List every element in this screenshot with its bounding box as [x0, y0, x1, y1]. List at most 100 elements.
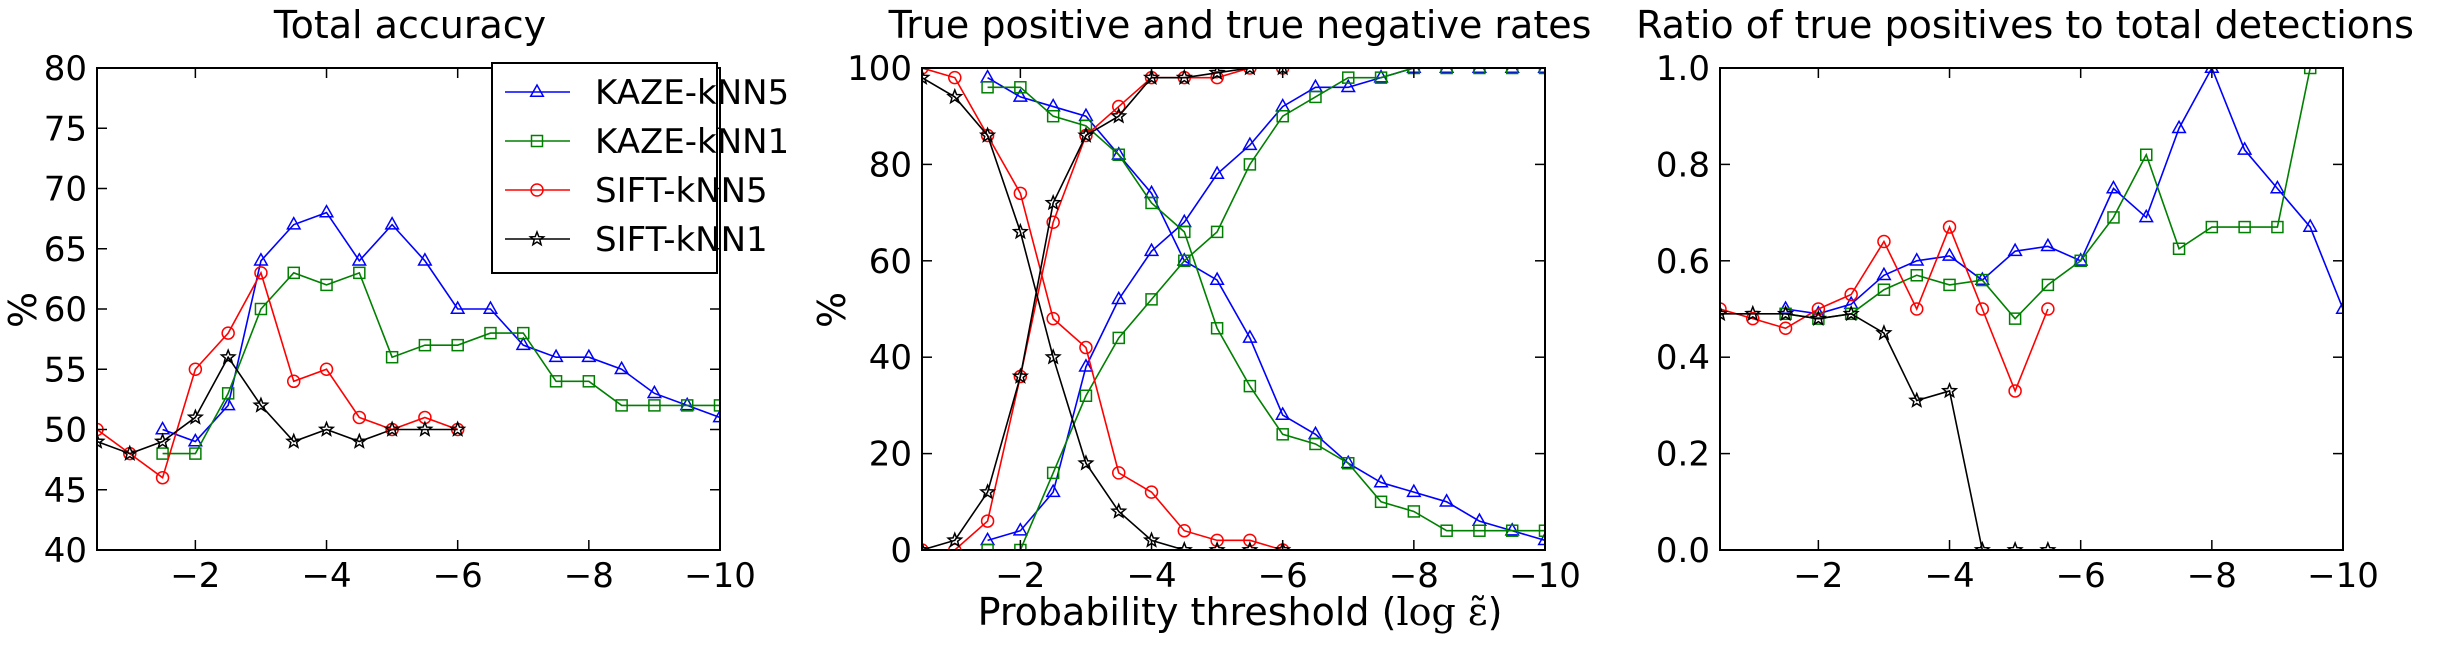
- legend-marker-sift-knn5: [530, 183, 544, 197]
- data-point-sift-knn5-true-negative: [1177, 523, 1192, 538]
- data-point-kaze-knn1: [2140, 148, 2153, 162]
- data-point-sift-knn1: [1720, 304, 1729, 322]
- data-point-kaze-knn1-true-negative: [1440, 524, 1453, 537]
- x-tick-label: −10: [2307, 556, 2379, 596]
- panel-ratio-true-positives: −2 −4 −6 −8 −10 0.0 0.2 0.4 0.6 0.8 1.0: [1656, 49, 2379, 596]
- data-point-sift-knn5-true-positive: [1111, 99, 1126, 114]
- data-point-kaze-knn1: [1943, 278, 1956, 292]
- data-point-sift-knn5: [155, 470, 170, 485]
- data-point-kaze-knn1-true-negative: [1309, 437, 1322, 451]
- data-point-kaze-knn1-true-positive: [1374, 71, 1388, 84]
- series-line-kaze-knn5-true-negative: [987, 76, 1545, 542]
- data-point-kaze-knn5: [2007, 242, 2023, 257]
- data-point-kaze-knn1-true-negative: [1407, 505, 1421, 518]
- data-point-kaze-knn5-true-positive: [1504, 68, 1520, 73]
- data-point-kaze-knn5: [253, 252, 269, 266]
- data-point-kaze-knn5: [2073, 252, 2089, 266]
- y-tick-label: 20: [869, 435, 912, 475]
- legend-label-sift-knn1: SIFT-kNN1: [595, 220, 768, 260]
- data-point-kaze-knn5-true-positive: [1143, 242, 1160, 257]
- x-tick-label: −6: [1258, 556, 1308, 596]
- data-point-kaze-knn5-true-negative: [1373, 473, 1389, 488]
- data-point-sift-knn1-true-negative: [922, 68, 931, 85]
- y-tick-label: 0.0: [1656, 531, 1710, 571]
- data-point-sift-knn5-true-positive: [1210, 70, 1224, 85]
- y-tick-label: 50: [44, 411, 87, 451]
- panel-1-title: Total accuracy: [273, 3, 546, 47]
- data-point-kaze-knn1: [2008, 312, 2022, 325]
- data-point-kaze-knn1-true-negative: [981, 81, 994, 94]
- data-point-kaze-knn5: [1941, 247, 1958, 261]
- data-point-sift-knn5: [352, 410, 367, 425]
- data-point-kaze-knn5: [1974, 271, 1990, 286]
- data-point-sift-knn1-true-negative: [946, 87, 964, 105]
- data-point-sift-knn1-true-positive: [978, 483, 997, 500]
- data-point-sift-knn1: [1842, 304, 1860, 322]
- data-point-sift-knn5: [1746, 311, 1760, 326]
- data-point-sift-knn1-true-positive: [1077, 126, 1095, 143]
- data-point-kaze-knn5: [2138, 208, 2154, 223]
- x-tick-label: −4: [301, 556, 351, 596]
- data-point-kaze-knn5: [318, 204, 335, 218]
- data-point-sift-knn1-true-positive: [922, 540, 931, 550]
- data-point-kaze-knn1: [287, 266, 300, 280]
- data-point-kaze-knn5-true-positive: [1012, 522, 1028, 536]
- data-point-kaze-knn5: [2040, 237, 2056, 252]
- series-line-sift-knn1: [1720, 312, 2048, 550]
- data-point-sift-knn5-true-negative: [1111, 466, 1126, 480]
- data-point-kaze-knn5: [154, 420, 171, 435]
- data-point-kaze-knn1-true-negative: [1538, 524, 1545, 537]
- data-point-kaze-knn5-true-negative: [1307, 425, 1324, 440]
- data-point-sift-knn5: [2041, 302, 2055, 316]
- data-point-kaze-knn1: [2238, 220, 2251, 234]
- data-point-sift-knn5: [1942, 220, 1957, 234]
- data-point-kaze-knn1: [484, 326, 497, 340]
- data-point-kaze-knn5-true-positive: [1439, 68, 1455, 73]
- data-point-sift-knn5: [221, 326, 235, 340]
- legend-label-kaze-knn1: KAZE-kNN1: [595, 122, 789, 162]
- x-tick-label: −2: [1793, 556, 1843, 596]
- data-point-kaze-knn1-true-negative: [1473, 524, 1486, 537]
- series-line-kaze-knn1-true-positive: [987, 68, 1545, 550]
- data-point-kaze-knn1-true-positive: [1079, 389, 1093, 403]
- data-point-kaze-knn5: [1876, 266, 1892, 281]
- data-point-kaze-knn1-true-positive: [1342, 71, 1355, 84]
- data-point-kaze-knn5: [548, 348, 564, 363]
- data-point-kaze-knn5: [515, 336, 531, 351]
- data-point-kaze-knn1: [713, 399, 720, 412]
- data-point-kaze-knn5: [2335, 300, 2343, 314]
- data-point-kaze-knn5: [417, 252, 433, 266]
- data-point-kaze-knn5: [646, 384, 663, 399]
- x-axis-label-math: log ε̃: [1396, 590, 1487, 634]
- y-tick-label: 65: [44, 230, 87, 270]
- data-point-sift-knn1: [449, 420, 467, 437]
- data-point-sift-knn1-true-positive: [1044, 193, 1062, 211]
- y-tick-label: 0: [890, 531, 912, 571]
- data-point-sift-knn5: [254, 266, 268, 280]
- data-point-sift-knn5-true-negative: [1079, 340, 1093, 355]
- data-point-kaze-knn5-true-negative: [1012, 88, 1028, 102]
- data-point-kaze-knn1: [1877, 283, 1891, 296]
- data-point-kaze-knn5: [2105, 179, 2122, 194]
- data-point-sift-knn5: [1778, 321, 1793, 336]
- panel-total-accuracy: −2 −4 −6 −8 −10 40 45 50 55 60 65 70 75 80: [44, 49, 756, 596]
- data-point-sift-knn1: [1776, 304, 1795, 322]
- data-point-kaze-knn1: [680, 399, 694, 412]
- data-point-kaze-knn1-true-positive: [1210, 225, 1224, 239]
- data-point-sift-knn1-true-negative: [1175, 540, 1193, 550]
- y-tick-label: 45: [44, 471, 87, 511]
- y-tick-label: 70: [44, 170, 87, 210]
- series-line-kaze-knn1-true-negative: [987, 86, 1545, 532]
- data-point-kaze-knn1-true-positive: [981, 543, 994, 550]
- data-point-sift-knn5-true-negative: [1144, 485, 1159, 499]
- data-point-kaze-knn1: [1976, 273, 1989, 287]
- data-point-kaze-knn5: [2302, 218, 2318, 233]
- data-point-kaze-knn1: [2074, 254, 2087, 268]
- data-point-kaze-knn5: [220, 396, 236, 411]
- y-tick-label: 0.8: [1656, 145, 1710, 185]
- data-point-sift-knn5-true-positive: [980, 514, 995, 528]
- data-point-kaze-knn5-true-positive: [1242, 136, 1258, 151]
- y-tick-label: 40: [869, 338, 912, 378]
- data-point-sift-knn5: [319, 362, 334, 376]
- data-point-kaze-knn5: [482, 300, 499, 314]
